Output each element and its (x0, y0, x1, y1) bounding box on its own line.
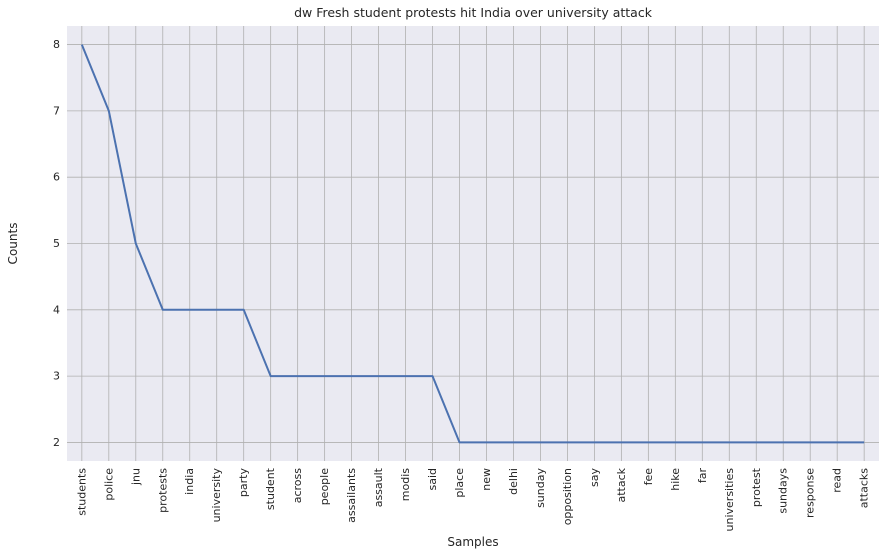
x-tick-label: response (804, 468, 817, 518)
x-tick-label: jnu (129, 468, 142, 486)
x-tick-label: assailants (345, 468, 358, 523)
y-tick-label: 6 (53, 171, 60, 184)
y-tick-label: 8 (53, 38, 60, 51)
x-tick-label: place (453, 468, 466, 498)
y-tick-label: 4 (53, 303, 60, 316)
x-tick-label: universities (723, 468, 736, 532)
x-tick-label: india (183, 468, 196, 495)
y-tick-labels: 2 3 4 5 6 7 8 (53, 38, 60, 449)
x-tick-label: fee (642, 468, 655, 486)
x-tick-label: attacks (858, 468, 871, 509)
x-tick-label: protests (156, 468, 169, 513)
x-tick-label: across (291, 468, 304, 504)
x-tick-label: people (318, 468, 331, 506)
x-tick-labels: students police jnu protests india university… (75, 467, 870, 531)
x-tick-label: opposition (561, 468, 574, 525)
grid (67, 26, 879, 461)
x-tick-label: read (831, 468, 844, 493)
x-tick-label: students (75, 468, 88, 516)
x-tick-label: assault (372, 467, 385, 507)
y-tick-label: 5 (53, 237, 60, 250)
x-tick-label: police (102, 468, 115, 501)
x-axis-label: Samples (447, 535, 498, 549)
x-tick-label: party (237, 468, 250, 498)
x-tick-label: sunday (534, 468, 547, 508)
y-axis-label: Counts (6, 223, 20, 265)
x-tick-label: said (426, 468, 439, 491)
x-tick-label: protest (750, 467, 763, 507)
x-tick-label: sundays (777, 468, 790, 514)
x-tick-label: university (210, 468, 223, 523)
y-tick-label: 3 (53, 370, 60, 383)
x-tick-label: hike (669, 468, 682, 491)
y-tick-label: 7 (53, 104, 60, 117)
y-tick-label: 2 (53, 436, 60, 449)
x-tick-label: far (696, 468, 709, 484)
chart-title: dw Fresh student protests hit India over… (294, 5, 653, 20)
x-tick-label: student (264, 467, 277, 510)
x-tick-label: attack (615, 467, 628, 502)
x-tick-label: new (480, 468, 493, 491)
x-tick-label: say (588, 468, 601, 487)
x-tick-label: delhi (507, 468, 520, 495)
x-tick-label: modis (399, 468, 412, 501)
series-line (80, 44, 865, 444)
